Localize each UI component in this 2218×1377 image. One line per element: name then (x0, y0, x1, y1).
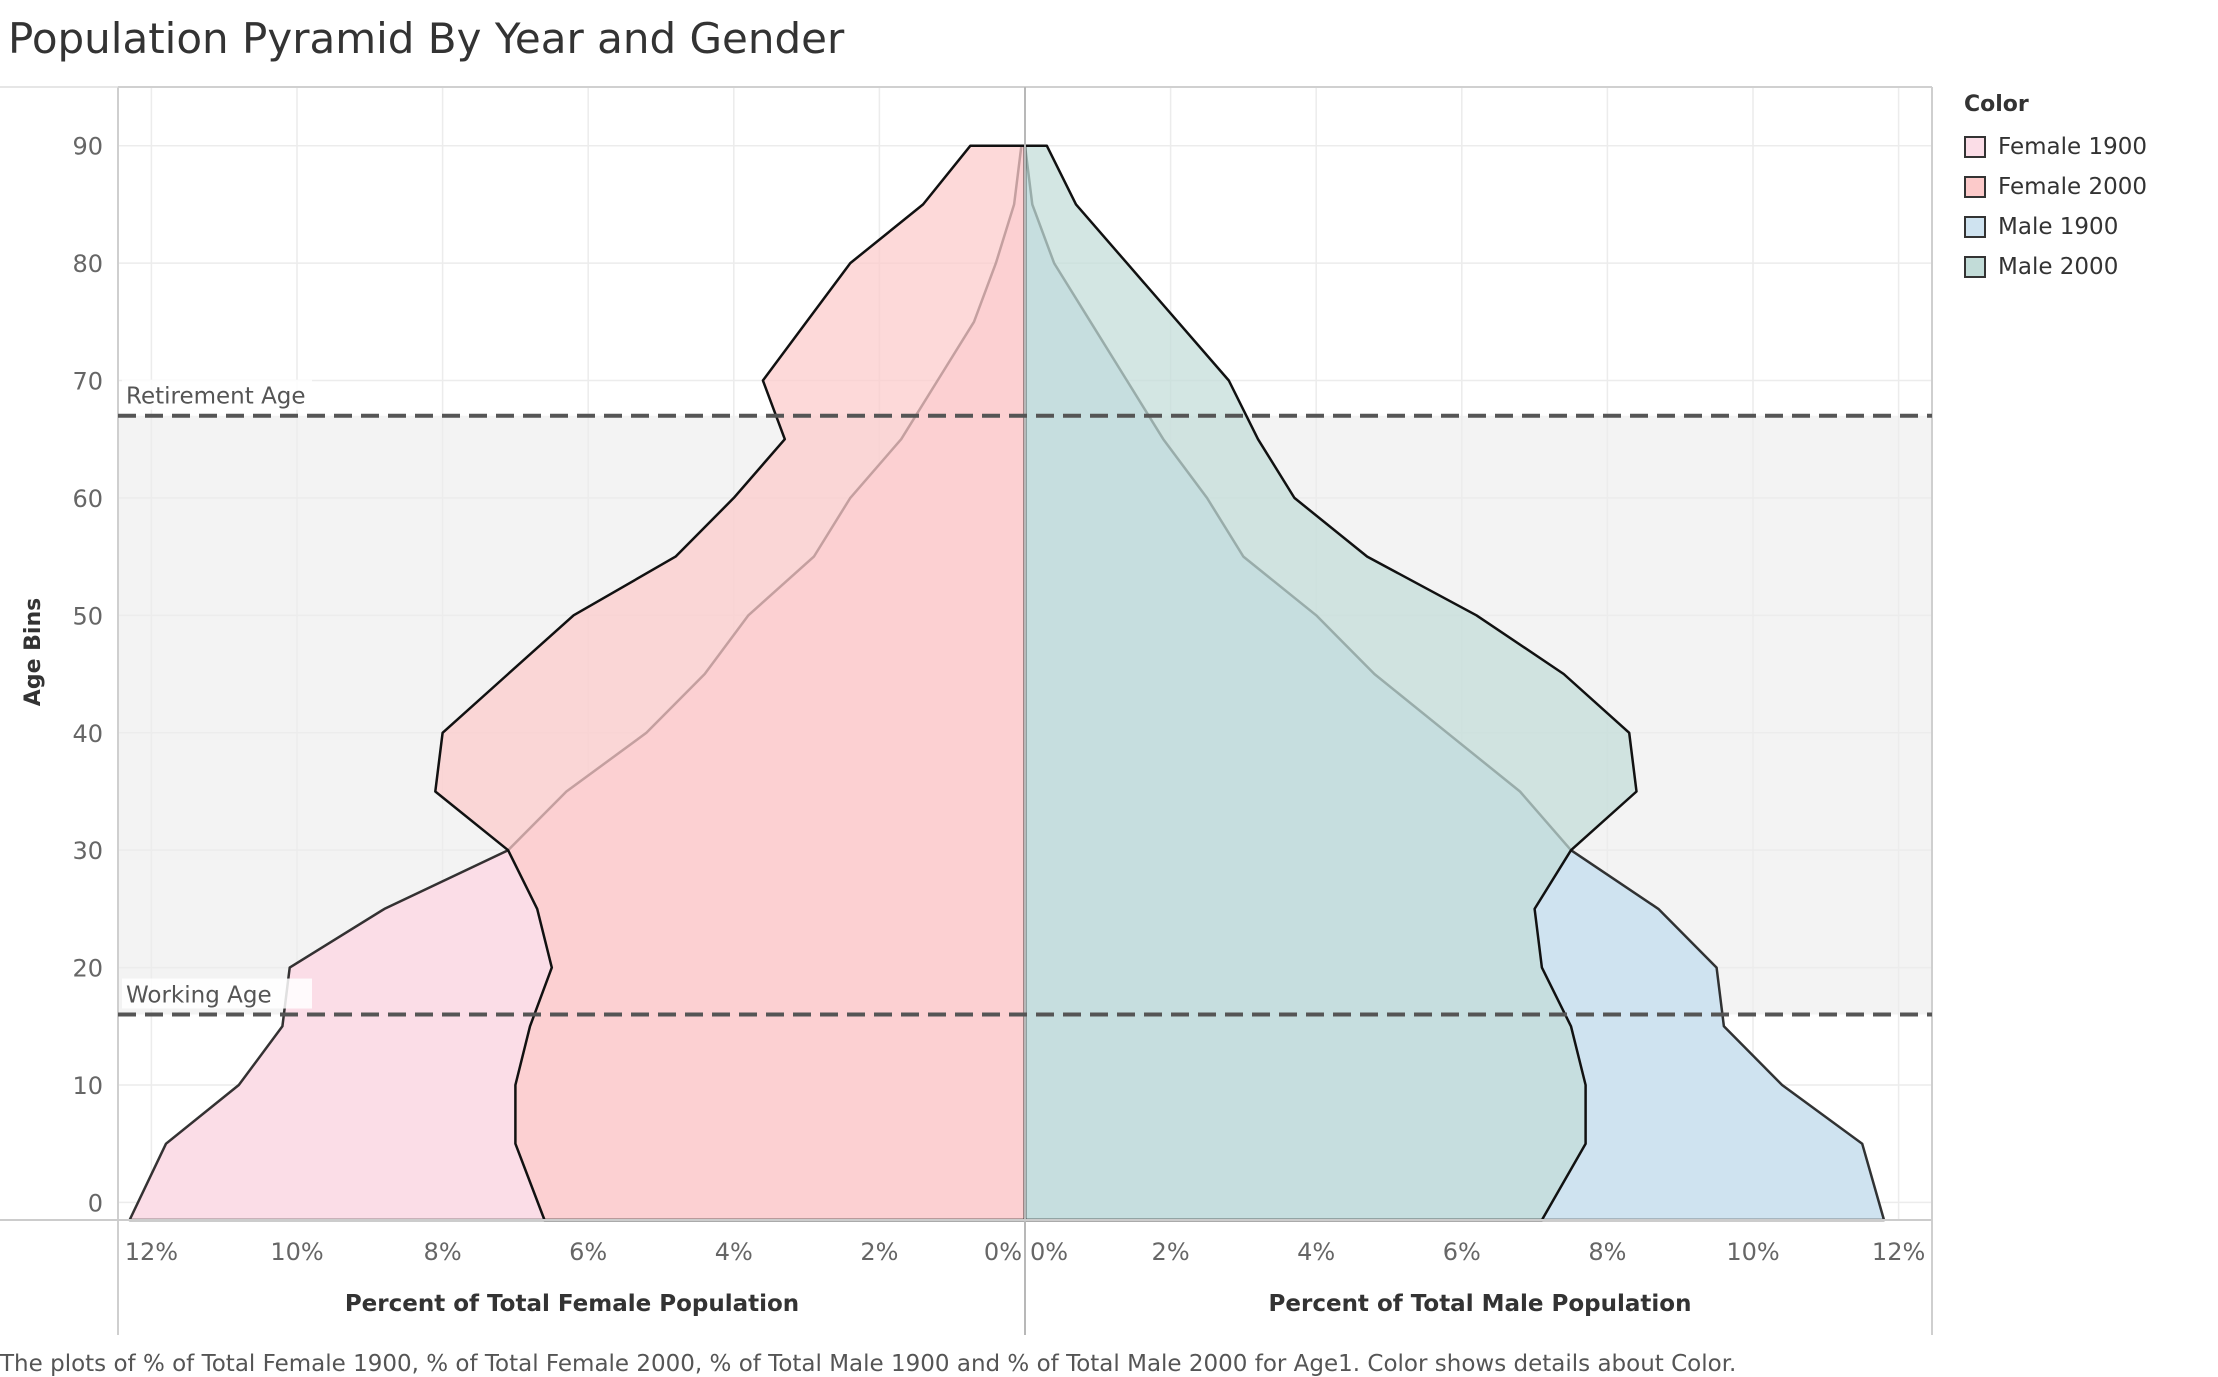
legend-swatch (1964, 216, 1986, 238)
area-female-2000 (434, 144, 1027, 1222)
legend-item-male-1900[interactable]: Male 1900 (1964, 207, 2147, 247)
y-tick-label: 50 (72, 602, 103, 630)
legend-swatch (1964, 176, 1986, 198)
left-x-tick-label: 4% (715, 1238, 753, 1266)
y-tick-label: 70 (72, 368, 103, 396)
left-x-tick-label: 6% (569, 1238, 607, 1266)
right-x-tick-label: 6% (1443, 1238, 1481, 1266)
right-x-tick-label: 8% (1588, 1238, 1626, 1266)
legend-label: Female 2000 (1998, 174, 2148, 200)
y-axis-label: Age Bins (21, 598, 46, 706)
legend-label: Male 2000 (1998, 254, 2119, 280)
frame-layer (0, 86, 1933, 1335)
y-tick-label: 40 (72, 720, 103, 748)
legend-label: Female 1900 (1998, 134, 2148, 160)
y-tick-label: 10 (72, 1072, 103, 1100)
chart-title: Population Pyramid By Year and Gender (8, 14, 845, 63)
area-male-2000 (1023, 144, 1638, 1222)
y-tick-label: 30 (72, 837, 103, 865)
area-layer (128, 144, 1886, 1222)
y-tick-label: 20 (72, 955, 103, 983)
legend-item-male-2000[interactable]: Male 2000 (1964, 247, 2147, 287)
legend: Color Female 1900 Female 2000 Male 1900 … (1964, 92, 2147, 287)
reference-line-layer: Retirement Age Working Age (118, 379, 1932, 1017)
left-x-tick-label: 10% (270, 1238, 323, 1266)
legend-swatch (1964, 136, 1986, 158)
right-x-tick-label: 2% (1152, 1238, 1190, 1266)
left-x-tick-label: 12% (125, 1238, 178, 1266)
right-x-tick-label: 10% (1726, 1238, 1779, 1266)
reference-label-background (122, 978, 312, 1009)
y-tick-label: 0 (88, 1189, 103, 1217)
y-tick-label: 60 (72, 485, 103, 513)
left-x-axis-label: Percent of Total Female Population (345, 1291, 799, 1317)
left-x-tick-label: 8% (424, 1238, 462, 1266)
left-x-tick-label: 0% (984, 1238, 1022, 1266)
right-x-tick-label: 12% (1872, 1238, 1925, 1266)
reference-line-label: Retirement Age (126, 384, 306, 410)
y-tick-label: 80 (72, 250, 103, 278)
legend-item-female-1900[interactable]: Female 1900 (1964, 127, 2147, 167)
right-x-tick-label: 4% (1297, 1238, 1335, 1266)
chart-caption: The plots of % of Total Female 1900, % o… (0, 1351, 1737, 1377)
legend-label: Male 1900 (1998, 214, 2119, 240)
right-x-axis-label: Percent of Total Male Population (1269, 1291, 1692, 1317)
reference-label-background (122, 379, 312, 410)
tick-label-layer: 0 10 20 30 40 50 60 70 80 90 12% 10% 8% 6% 4% 2% 0% 0% 2% 4… (72, 133, 1925, 1266)
legend-swatch (1964, 256, 1986, 278)
right-x-tick-label: 0% (1030, 1238, 1068, 1266)
reference-line-label: Working Age (126, 983, 272, 1009)
y-tick-label: 90 (72, 133, 103, 161)
legend-item-female-2000[interactable]: Female 2000 (1964, 167, 2147, 207)
left-x-tick-label: 2% (860, 1238, 898, 1266)
legend-title: Color (1964, 92, 2029, 117)
